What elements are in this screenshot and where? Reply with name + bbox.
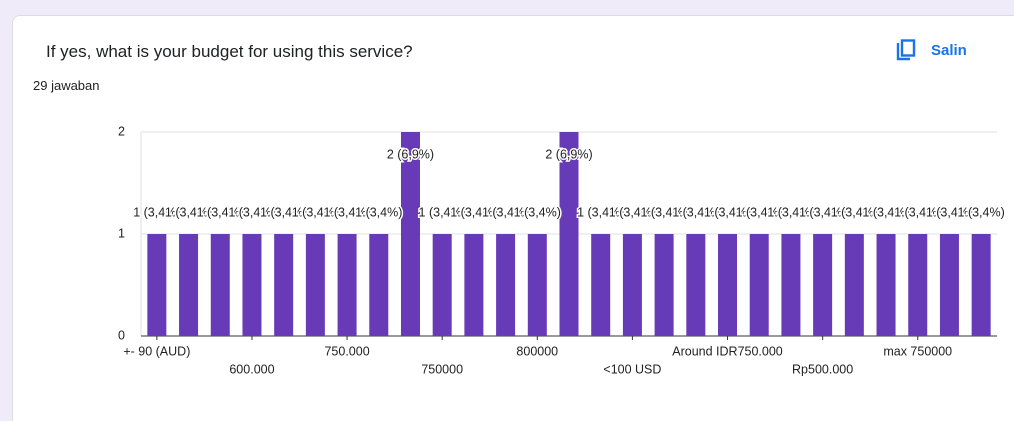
bar <box>844 234 864 336</box>
y-tick-label: 0 <box>118 328 125 342</box>
bar <box>908 234 928 336</box>
question-title: If yes, what is your budget for using th… <box>46 42 413 61</box>
value-label: 1 (3,4%) <box>767 205 814 219</box>
value-label: 1 (3,4%) <box>260 205 307 219</box>
bar <box>179 234 199 336</box>
copy-label: Salin <box>931 41 967 59</box>
response-count: 29 jawaban <box>33 78 100 93</box>
value-label: 1 (3,4%) <box>514 205 561 219</box>
bar <box>242 234 262 336</box>
value-label: 1 (3,4%) <box>672 205 719 219</box>
copy-icon <box>896 39 916 61</box>
bar <box>210 234 230 336</box>
value-label: 1 (3,4%) <box>165 205 212 219</box>
bar <box>305 234 325 336</box>
x-tick-label: max 750000 <box>883 344 952 358</box>
bar <box>559 132 579 336</box>
x-tick-label: 750000 <box>421 362 463 376</box>
value-label: 1 (3,4%) <box>704 205 751 219</box>
x-tick-label: Around IDR750.000 <box>672 344 783 358</box>
value-label: 1 (3,4%) <box>831 205 878 219</box>
value-label: 1 (3,4%) <box>926 205 973 219</box>
bar <box>939 234 959 336</box>
bar <box>781 234 801 336</box>
bar <box>527 234 547 336</box>
x-tick-label: <100 USD <box>603 362 661 376</box>
value-label: 1 (3,4%) <box>609 205 656 219</box>
value-label: 1 (3,4%) <box>197 205 244 219</box>
x-tick-label: Rp500.000 <box>792 362 853 376</box>
y-tick-label: 2 <box>118 124 125 138</box>
bar <box>971 234 991 336</box>
value-label: 1 (3,4%) <box>419 205 466 219</box>
x-tick-label: 600.000 <box>229 362 274 376</box>
value-label: 1 (3,4%) <box>133 205 180 219</box>
bar <box>369 234 389 336</box>
value-label: 1 (3,4%) <box>355 205 402 219</box>
value-label: 1 (3,4%) <box>450 205 497 219</box>
bar <box>400 132 420 336</box>
bar <box>813 234 833 336</box>
value-label: 1 (3,4%) <box>228 205 275 219</box>
value-label: 1 (3,4%) <box>799 205 846 219</box>
bar <box>876 234 896 336</box>
value-label: 1 (3,4%) <box>482 205 529 219</box>
y-tick-label: 1 <box>118 226 125 240</box>
bar <box>591 234 611 336</box>
bar <box>496 234 516 336</box>
x-tick-label: 750.000 <box>324 344 369 358</box>
value-label: 2 (6,9%) <box>545 147 592 161</box>
value-label: 1 (3,4%) <box>958 205 1005 219</box>
value-label: 1 (3,4%) <box>323 205 370 219</box>
bar <box>749 234 769 336</box>
value-label: 1 (3,4%) <box>862 205 909 219</box>
copy-button[interactable]: Salin <box>895 39 967 61</box>
value-label: 1 (3,4%) <box>577 205 624 219</box>
bar <box>337 234 357 336</box>
bar <box>274 234 294 336</box>
x-tick-label: 800000 <box>516 344 558 358</box>
bar <box>654 234 674 336</box>
bar <box>686 234 706 336</box>
value-label: 1 (3,4%) <box>894 205 941 219</box>
bar <box>718 234 738 336</box>
bar <box>464 234 484 336</box>
value-label: 1 (3,4%) <box>736 205 783 219</box>
bar <box>147 234 167 336</box>
card: If yes, what is your budget for using th… <box>12 15 1014 421</box>
bar <box>432 234 452 336</box>
value-label: 1 (3,4%) <box>640 205 687 219</box>
value-label: 1 (3,4%) <box>292 205 339 219</box>
x-tick-label: +- 90 (AUD) <box>123 344 190 358</box>
bar <box>622 234 642 336</box>
value-label: 2 (6,9%) <box>387 147 434 161</box>
